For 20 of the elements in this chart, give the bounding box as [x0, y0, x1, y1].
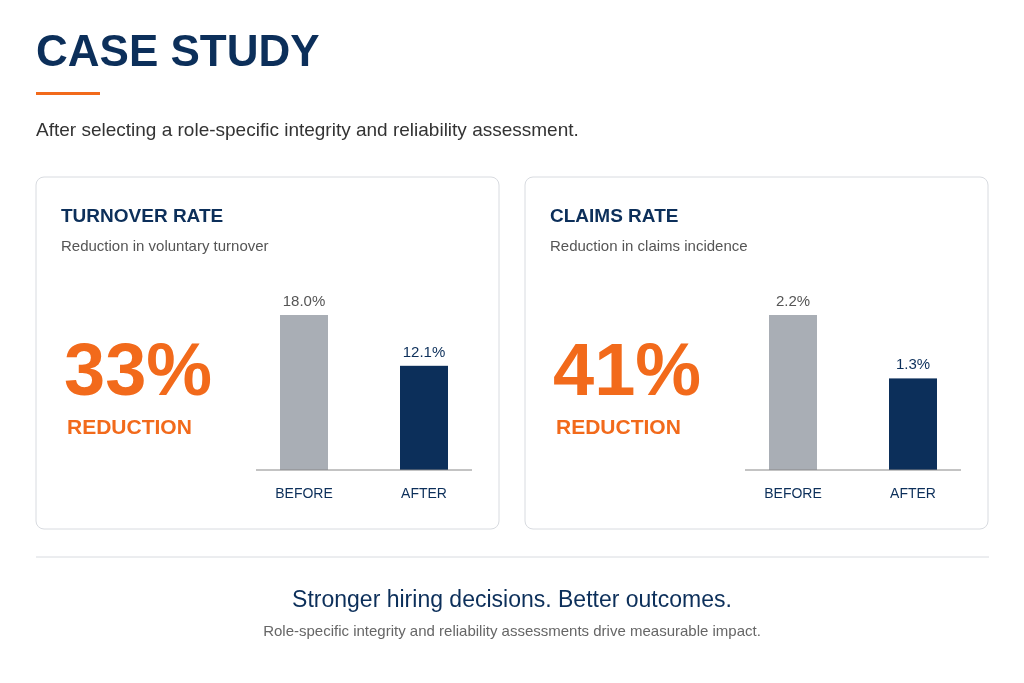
text: Role-specific integrity and reliability assessments drive measurable impact. [263, 622, 761, 639]
text: REDUCTION [556, 415, 681, 438]
data-label: 12.1% [402, 342, 446, 360]
data-label: 2.2% [775, 292, 811, 309]
chart-subtitle: Reduction in claims incidence [550, 237, 748, 254]
x-tick-label: AFTER [890, 485, 936, 501]
x-tick-label: BEFORE [275, 485, 333, 501]
chart-title: CLAIMS RATE [550, 205, 679, 226]
text: 41% [553, 328, 702, 411]
chart-subtitle: Reduction in voluntary turnover [61, 237, 269, 254]
text: REDUCTION [67, 415, 192, 438]
text: 33% [64, 328, 213, 411]
text: CASE STUDY [36, 26, 320, 75]
data-label: 18.0% [282, 292, 326, 309]
text: After selecting a role-specific integrity and reliability assessment. [36, 119, 579, 140]
text: Stronger hiring decisions. Better outcomes. [292, 586, 732, 612]
x-tick-label: AFTER [401, 485, 447, 501]
chart-title: TURNOVER RATE [61, 205, 224, 226]
data-label: 1.3% [895, 355, 931, 373]
x-tick-label: BEFORE [764, 485, 822, 501]
